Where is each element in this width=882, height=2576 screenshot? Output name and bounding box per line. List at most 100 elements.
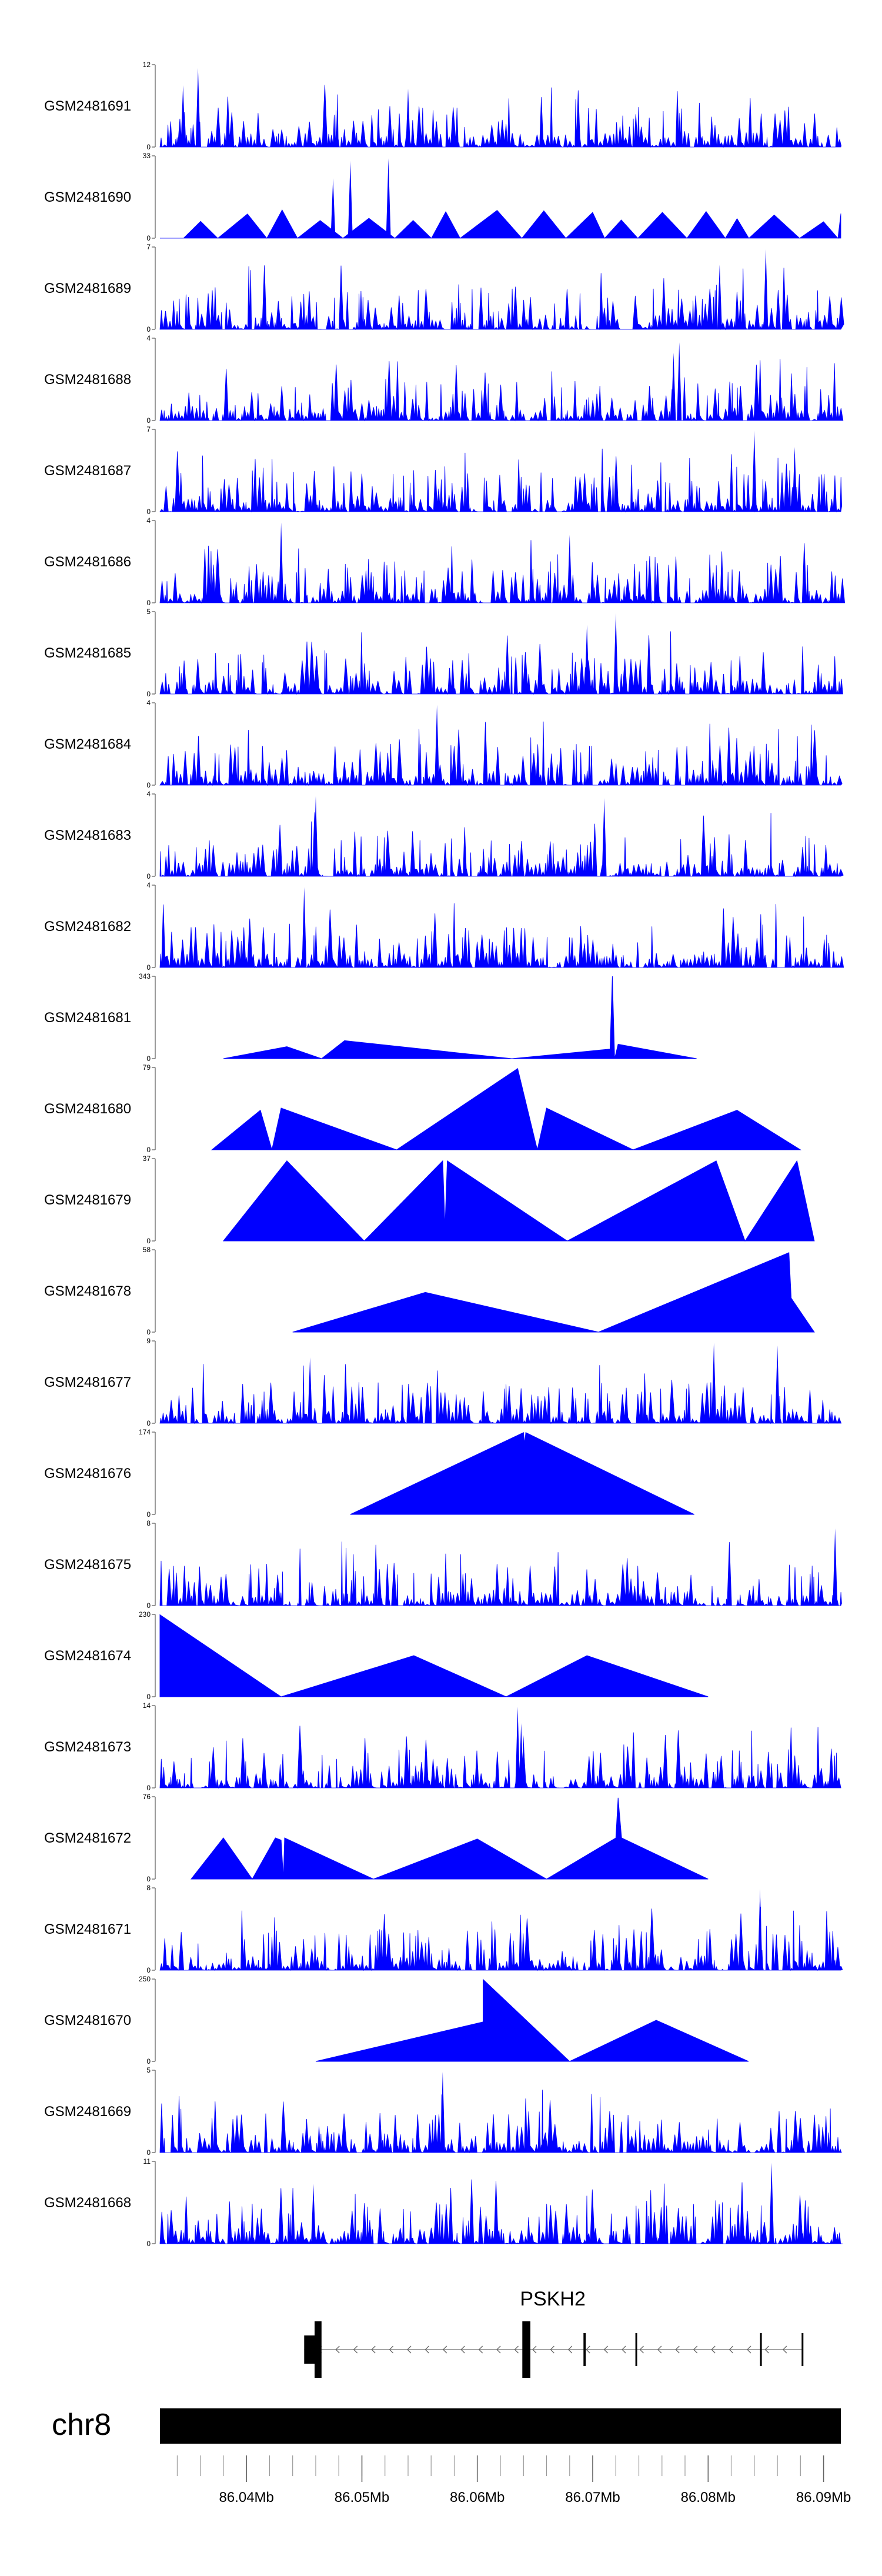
coverage-area	[159, 1907, 843, 1971]
track-label: GSM2481674	[44, 1648, 131, 1664]
coverage-peak	[181, 85, 186, 147]
track-label: GSM2481690	[44, 189, 131, 205]
track-label: GSM2481673	[44, 1739, 131, 1755]
strand-arrow	[764, 2345, 769, 2354]
y-max-label: 5	[146, 2066, 151, 2074]
coverage-peak	[757, 1888, 763, 1970]
y-max-label: 4	[146, 516, 151, 525]
track-label: GSM2481685	[44, 645, 131, 661]
track-label: GSM2481689	[44, 281, 131, 296]
x-axis: 86.04Mb 86.05Mb 86.06Mb 86.07Mb 86.08Mb 86.09…	[176, 2455, 851, 2505]
coverage-area	[159, 2090, 842, 2154]
track-label: GSM2481679	[44, 1192, 131, 1208]
y-zero-label: 0	[146, 1510, 151, 1519]
track-gsm2481677: GSM2481677 9 0	[44, 1337, 842, 1427]
strand-arrow	[442, 2345, 447, 2354]
coverage-peak	[330, 178, 336, 238]
y-max-label: 7	[146, 425, 151, 433]
coverage-area	[160, 209, 841, 239]
track-label: GSM2481680	[44, 1101, 131, 1117]
coverage-area	[159, 359, 844, 422]
coverage-peak	[769, 2163, 774, 2244]
track-label: GSM2481677	[44, 1374, 131, 1390]
track-gsm2481674: GSM2481674 230 0	[44, 1610, 709, 1701]
strand-arrow	[335, 2345, 340, 2354]
strand-arrow	[567, 2345, 573, 2354]
exon	[760, 2333, 762, 2366]
strand-arrow	[425, 2345, 429, 2354]
strand-arrow	[478, 2345, 483, 2354]
coverage-area	[350, 1432, 694, 1515]
coverage-area	[190, 1797, 709, 1880]
coverage-peak	[279, 522, 284, 603]
strand-arrow	[353, 2345, 358, 2354]
y-max-label: 76	[143, 1793, 151, 1801]
track-label: GSM2481675	[44, 1557, 131, 1573]
coverage-peak	[584, 625, 590, 694]
coverage-area	[159, 2179, 843, 2245]
strand-arrow	[747, 2345, 751, 2354]
track-label: GSM2481681	[44, 1010, 131, 1026]
y-zero-label: 0	[146, 963, 151, 972]
track-label: GSM2481668	[44, 2195, 131, 2211]
y-zero-label: 0	[146, 781, 151, 789]
y-zero-label: 0	[146, 325, 151, 333]
coverage-peak	[833, 1528, 838, 1606]
x-tick-label: 86.05Mb	[335, 2490, 389, 2505]
y-zero-label: 0	[146, 1875, 151, 1883]
gene-track: PSKH2	[304, 2288, 804, 2378]
x-tick-label: 86.07Mb	[565, 2490, 620, 2505]
coverage-peak	[567, 535, 572, 603]
track-gsm2481691: GSM2481691 12 0	[44, 61, 842, 151]
track-gsm2481675: GSM2481675 8 0	[44, 1519, 842, 1610]
coverage-area	[223, 976, 697, 1059]
coverage-peak	[671, 352, 676, 421]
track-gsm2481682: GSM2481682 4 0	[44, 881, 844, 972]
strand-arrow	[460, 2345, 465, 2354]
coverage-peak	[521, 1735, 526, 1788]
coverage-area	[159, 721, 843, 786]
exon	[304, 2335, 315, 2364]
y-zero-label: 0	[146, 1146, 151, 1154]
y-max-label: 79	[143, 1063, 151, 1072]
x-tick-label: 86.09Mb	[796, 2490, 851, 2505]
y-max-label: 174	[139, 1428, 151, 1436]
track-gsm2481670: GSM2481670 250 0	[44, 1975, 749, 2066]
coverage-area	[159, 1364, 842, 1424]
strand-arrow	[603, 2345, 609, 2354]
y-zero-label: 0	[146, 508, 151, 516]
y-zero-label: 0	[146, 2057, 151, 2066]
gene-label: PSKH2	[520, 2288, 586, 2310]
coverage-area	[159, 631, 843, 695]
y-max-label: 7	[146, 243, 151, 251]
coverage-peak	[751, 431, 757, 512]
coverage-area	[159, 448, 843, 513]
track-label: GSM2481676	[44, 1466, 131, 1481]
coverage-peak	[348, 161, 353, 238]
y-max-label: 4	[146, 699, 151, 707]
coverage-peak	[406, 88, 410, 147]
exon	[315, 2321, 322, 2378]
y-zero-label: 0	[146, 1693, 151, 1701]
coverage-peak	[602, 798, 607, 876]
track-label: GSM2481683	[44, 827, 131, 843]
y-zero-label: 0	[146, 1328, 151, 1336]
y-max-label: 343	[139, 972, 151, 980]
track-gsm2481679: GSM2481679 37 0	[44, 1154, 815, 1245]
y-zero-label: 0	[146, 1601, 151, 1610]
y-max-label: 4	[146, 790, 151, 798]
strand-arrow	[496, 2345, 501, 2354]
y-zero-label: 0	[146, 234, 151, 242]
coverage-area	[159, 1726, 841, 1789]
coverage-peak	[613, 613, 619, 694]
strand-arrow	[371, 2345, 376, 2354]
coverage-peak	[302, 887, 307, 967]
y-zero-label: 0	[146, 1966, 151, 1974]
track-gsm2481672: GSM2481672 76 0	[44, 1793, 709, 1883]
coverage-peak	[435, 705, 440, 785]
exon	[635, 2333, 637, 2366]
track-gsm2481673: GSM2481673 14 0	[44, 1701, 841, 1792]
y-max-label: 14	[143, 1701, 151, 1710]
y-max-label: 12	[143, 61, 151, 69]
